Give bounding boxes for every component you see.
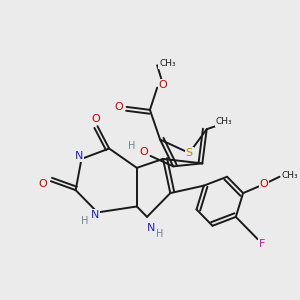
Text: H: H xyxy=(128,141,136,152)
Text: N: N xyxy=(74,151,83,161)
Text: CH₃: CH₃ xyxy=(159,59,176,68)
Text: O: O xyxy=(260,179,268,189)
Text: S: S xyxy=(186,148,193,158)
Text: H: H xyxy=(81,216,88,226)
Text: CH₃: CH₃ xyxy=(216,117,232,126)
Text: O: O xyxy=(38,178,47,189)
Text: H: H xyxy=(156,229,164,239)
Text: CH₃: CH₃ xyxy=(281,171,298,180)
Text: N: N xyxy=(147,223,156,233)
Text: N: N xyxy=(90,210,99,220)
Text: F: F xyxy=(259,238,265,249)
Text: O: O xyxy=(92,114,100,124)
Text: O: O xyxy=(114,102,123,112)
Text: O: O xyxy=(140,147,148,158)
Text: O: O xyxy=(159,80,167,90)
